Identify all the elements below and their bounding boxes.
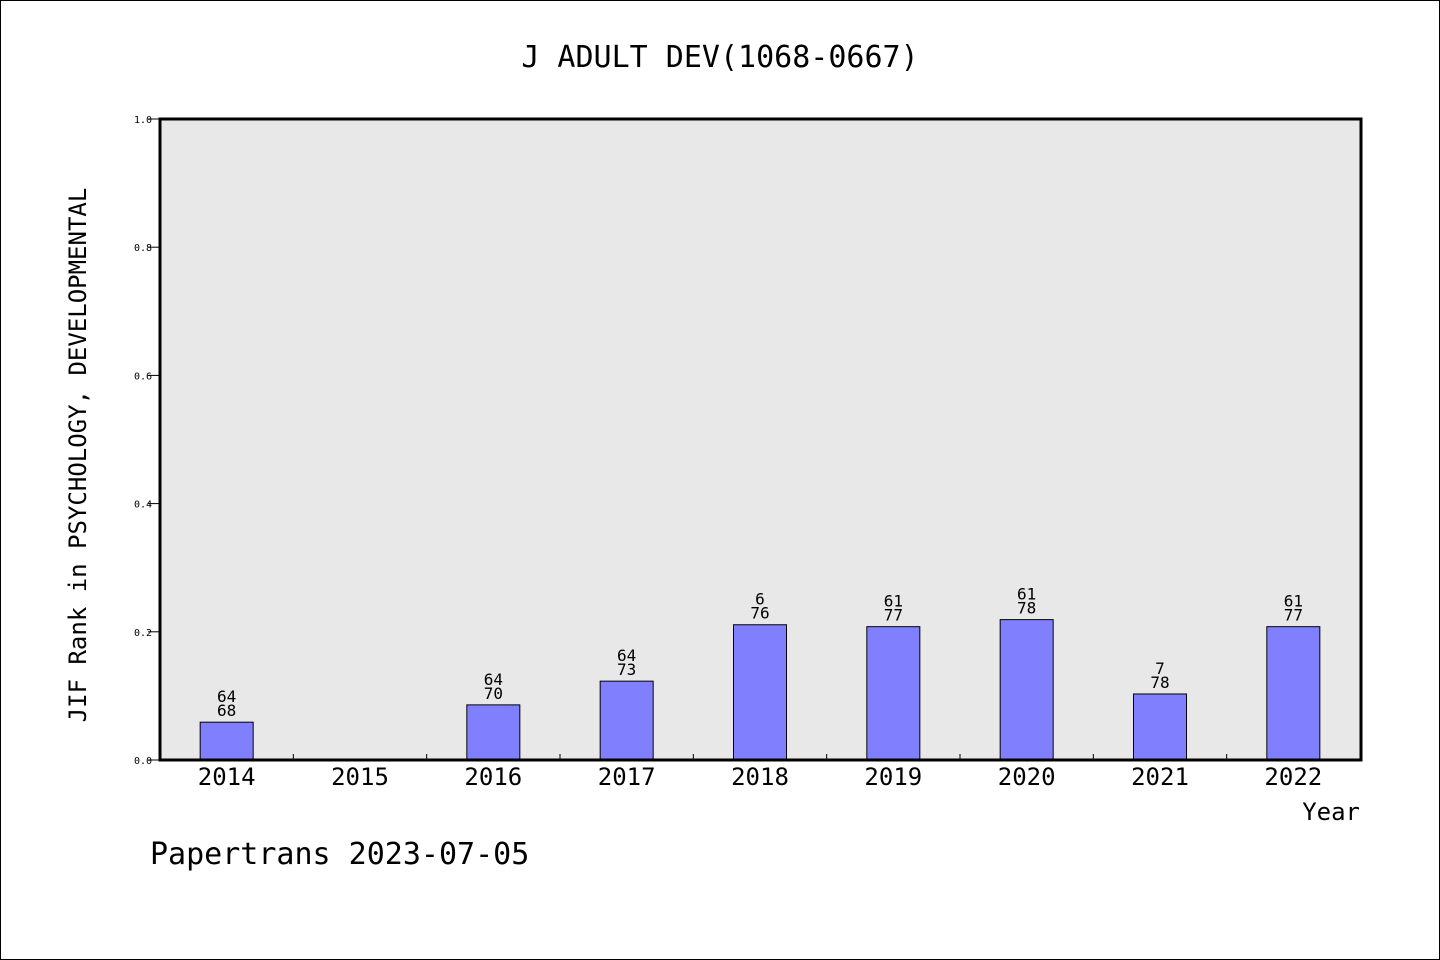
- x-tick-label: 2020: [998, 763, 1056, 791]
- bar-label-total: 77: [884, 606, 903, 625]
- bar-label-total: 77: [1284, 606, 1303, 625]
- bar-2017: [599, 680, 654, 761]
- y-tick-label: 1.0: [134, 115, 152, 126]
- bar-label-rank: 6: [755, 590, 765, 609]
- y-tick-label: 0.2: [134, 628, 152, 639]
- bar-label-total: 76: [750, 604, 769, 623]
- bar-label-rank: 7: [1155, 659, 1165, 678]
- bar-label-total: 70: [484, 684, 503, 703]
- bar-label-rank: 61: [1017, 585, 1036, 604]
- bar-label-rank: 64: [617, 646, 636, 665]
- x-tick-label: 2016: [464, 763, 522, 791]
- y-tick-label: 0.8: [134, 243, 152, 254]
- bar-label-total: 68: [217, 701, 236, 720]
- bar-2016: [466, 704, 521, 761]
- bar-2022: [1266, 626, 1321, 761]
- x-tick-label: 2019: [864, 763, 922, 791]
- x-tick-label: 2015: [331, 763, 389, 791]
- footer-credit: Papertrans 2023-07-05: [150, 837, 529, 872]
- x-axis-ticks: 2014 2015 2016 2017 2018 2019 2020 2021 2022: [198, 754, 1322, 791]
- bar-2021: [1133, 693, 1187, 761]
- bar-label-rank: 61: [1284, 592, 1303, 611]
- y-axis-ticks: 0.0 0.2 0.4 0.6 0.8 1.0: [134, 115, 160, 767]
- bar-label-total: 73: [617, 660, 636, 679]
- y-tick-label: 0.6: [134, 371, 152, 382]
- bar-2014: [199, 721, 254, 761]
- x-tick-label: 2014: [198, 763, 256, 791]
- bars-group: [199, 619, 1321, 761]
- bar-label-rank: 64: [484, 670, 503, 689]
- bar-label-total: 78: [1150, 673, 1169, 692]
- x-tick-label: 2021: [1131, 763, 1189, 791]
- x-tick-label: 2018: [731, 763, 789, 791]
- bar-2020: [999, 619, 1054, 761]
- bar-label-rank: 61: [884, 592, 903, 611]
- plot-border: [158, 117, 1363, 762]
- bar-label-total: 78: [1017, 599, 1036, 618]
- bar-2018: [733, 624, 787, 761]
- y-axis-label: JIF Rank in PSYCHOLOGY, DEVELOPMENTAL: [64, 188, 92, 723]
- y-tick-label: 0.4: [134, 500, 152, 511]
- x-tick-label: 2017: [598, 763, 656, 791]
- bar-label-rank: 64: [217, 687, 236, 706]
- y-tick-label: 0.0: [134, 756, 152, 767]
- x-tick-label: 2022: [1264, 763, 1322, 791]
- bar-2019: [866, 626, 921, 761]
- chart-title: J ADULT DEV(1068-0667): [521, 40, 918, 75]
- x-axis-label: Year: [1302, 798, 1360, 826]
